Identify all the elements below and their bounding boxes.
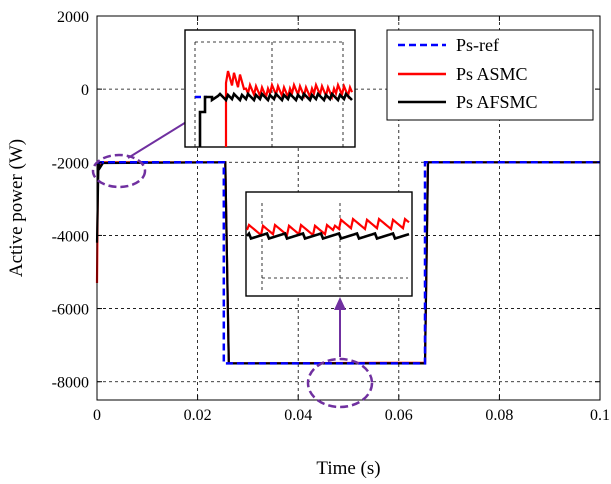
legend-item-ps-ref-label: Ps-ref (456, 35, 499, 55)
inset-asmc-line (245, 216, 410, 238)
x-tick-label: 0 (93, 407, 101, 424)
y-tick-label: -2000 (52, 155, 89, 172)
series-layer (95, 161, 600, 365)
zoom-marker-ellipse (306, 357, 374, 409)
y-tick-label: 0 (81, 82, 89, 99)
zoom-inset-startup (184, 29, 356, 148)
inset-afsmc-line (245, 230, 410, 241)
y-tick-label: -8000 (52, 375, 89, 392)
x-tick-label: 0.02 (184, 407, 212, 424)
y-axis-label: Active power (W) (6, 139, 27, 277)
inset-afsmc-line (198, 91, 353, 147)
series-ps-afsmc (95, 161, 600, 365)
x-tick-label: 0.08 (485, 407, 513, 424)
series-ps-ref (97, 161, 600, 365)
zoom-marker-ellipse (91, 153, 147, 189)
zoom-inset-steady-state (245, 191, 413, 297)
legend: Ps-ref Ps ASMC Ps AFSMC (386, 29, 594, 121)
zoom-arrowhead (334, 297, 346, 310)
x-tick-label: 0.06 (385, 407, 413, 424)
plot-frame (96, 15, 601, 401)
y-tick-label: -4000 (52, 228, 89, 245)
x-axis-label: Time (s) (316, 458, 380, 479)
x-tick-label: 0.04 (284, 407, 312, 424)
legend-item-ps-asmc-label: Ps ASMC (456, 64, 528, 84)
y-tick-label: -6000 (52, 302, 89, 319)
ticks-layer: 0 0.02 0.04 0.06 0.08 0.1 2000 0 -2000 -4000 -6000… (52, 9, 610, 424)
legend-item-ps-afsmc-label: Ps AFSMC (456, 92, 538, 112)
x-tick-label: 0.1 (590, 407, 610, 424)
y-tick-label: 2000 (57, 9, 89, 26)
inset-frame (245, 191, 413, 297)
